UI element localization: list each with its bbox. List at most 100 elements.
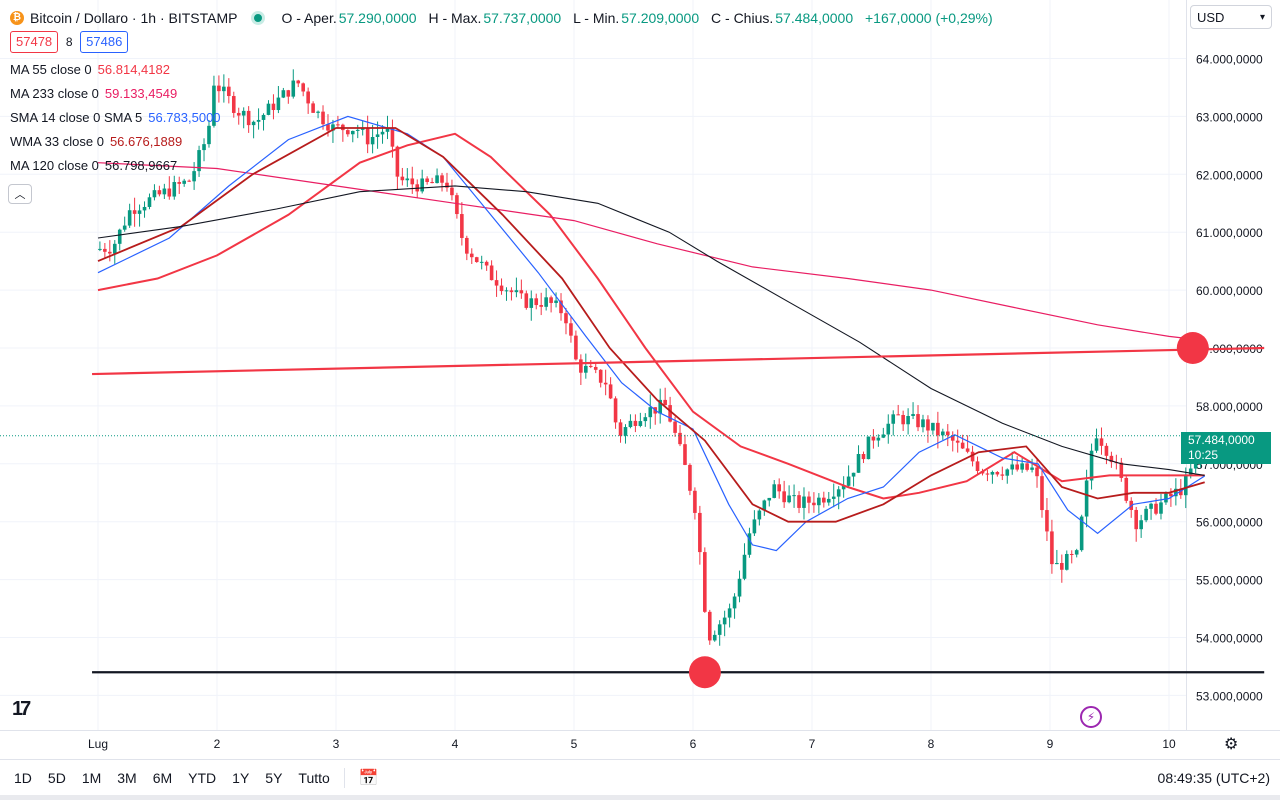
indicator-ma55[interactable]: MA 55 close 0 56.814,4182: [10, 62, 170, 77]
candle-body: [554, 300, 558, 303]
timeframe-6m[interactable]: 6M: [152, 770, 173, 786]
candle-body: [628, 420, 633, 428]
indicator-ma120[interactable]: MA 120 close 0 56.798,9667: [10, 158, 178, 173]
timeframe-3m[interactable]: 3M: [117, 770, 137, 786]
chevron-up-icon: ︿: [14, 189, 26, 201]
candle-body: [321, 111, 325, 125]
currency-select[interactable]: USD ▾: [1190, 5, 1272, 29]
candle-body: [400, 176, 405, 181]
candle-body: [1074, 550, 1079, 555]
candle-body: [132, 210, 137, 214]
y-tick-label: 60.000,0000: [1196, 284, 1263, 298]
candle-body: [955, 440, 960, 443]
candle-body: [1149, 503, 1153, 509]
flash-icon[interactable]: ⚡: [1080, 706, 1102, 728]
candle-body: [197, 150, 201, 172]
candle-body: [484, 261, 489, 266]
candle-body: [474, 257, 479, 263]
candle-body: [717, 624, 722, 635]
candle-body: [658, 399, 662, 414]
candle-body: [435, 175, 439, 184]
candle-body: [420, 178, 424, 192]
timeframe-ytd[interactable]: YTD: [188, 770, 217, 786]
candle-body: [355, 129, 360, 131]
candle-body: [777, 484, 781, 492]
candle-body: [792, 495, 796, 497]
candle-body: [564, 313, 568, 324]
timeframe-5d[interactable]: 5D: [47, 770, 66, 786]
candle-body: [559, 300, 563, 314]
candle-body: [1164, 493, 1168, 503]
candle-body: [1050, 531, 1054, 565]
candle-body: [261, 114, 266, 120]
candle-body: [162, 188, 167, 195]
candle-body: [1139, 520, 1143, 530]
y-tick-label: 56.000,0000: [1196, 516, 1263, 530]
candle-body: [445, 182, 449, 188]
candle-body: [1154, 503, 1158, 514]
candle-body: [192, 171, 196, 182]
y-tick-label: 61.000,0000: [1196, 226, 1263, 240]
candle-body: [1094, 438, 1099, 451]
candle-body: [1035, 467, 1039, 477]
candle-body: [117, 229, 122, 244]
candle-body: [782, 491, 786, 503]
candle-body: [886, 423, 891, 435]
price-chart[interactable]: 64.000,0000 63.000,0000 62.000,0000 61.000,…: [0, 0, 1280, 760]
candle-body: [569, 323, 573, 336]
candle-body: [603, 382, 608, 385]
timeframe-1d[interactable]: 1D: [14, 770, 32, 786]
candle-body: [871, 436, 876, 441]
candle-body: [1179, 488, 1183, 496]
settings-icon[interactable]: ⚙: [1224, 736, 1239, 753]
candle-body: [737, 578, 742, 597]
indicator-wma33[interactable]: WMA 33 close 0 56.676,1889: [10, 134, 183, 149]
ohlc-values: O - Aper. 57.290,0000 H - Max. 57.737,0000…: [281, 10, 993, 26]
candle-body: [673, 421, 677, 433]
candle-body: [316, 111, 320, 113]
candle-body: [182, 180, 186, 184]
clock[interactable]: 08:49:35 (UTC+2): [1157, 770, 1270, 786]
candle-body: [450, 187, 454, 196]
candle-body: [469, 253, 474, 258]
collapse-legend-button[interactable]: ︿: [8, 184, 32, 204]
candle-body: [375, 134, 380, 138]
indicator-ma233[interactable]: MA 233 close 0 59.133,4549: [10, 86, 178, 101]
tradingview-logo[interactable]: 17: [12, 698, 31, 720]
symbol-title[interactable]: Bitcoin / Dollaro · 1h · BITSTAMP: [30, 10, 238, 26]
candle-body: [529, 298, 534, 308]
candle-body: [1060, 562, 1064, 570]
calendar-icon[interactable]: 📅: [358, 770, 379, 787]
timeframe-1m[interactable]: 1M: [81, 770, 102, 786]
candle-body: [817, 497, 821, 506]
candle-body: [712, 634, 717, 641]
buy-button[interactable]: 57486: [80, 31, 129, 53]
timeframe-all[interactable]: Tutto: [298, 770, 330, 786]
candle-body: [916, 414, 920, 428]
bottom-toolbar: 1D 5D 1M 3M 6M YTD 1Y 5Y Tutto 📅 08:49:3…: [0, 759, 1280, 796]
candle-body: [608, 384, 613, 399]
candle-body: [246, 110, 251, 126]
candle-body: [479, 261, 484, 263]
candle-body: [693, 490, 697, 513]
candle-body: [1005, 469, 1010, 476]
timeframe-5y[interactable]: 5Y: [265, 770, 283, 786]
ma-line-wma33: [97, 127, 1205, 523]
candle-body: [460, 214, 464, 238]
x-tick-label: 8: [928, 737, 935, 751]
candle-body: [841, 485, 846, 490]
candle-body: [1084, 480, 1089, 517]
candle-body: [276, 97, 281, 111]
y-tick-label: 63.000,0000: [1196, 110, 1263, 124]
candle-body: [365, 127, 370, 145]
candle-body: [1055, 562, 1059, 565]
candle-body: [926, 419, 930, 431]
candle-body: [395, 146, 400, 177]
timeframe-1y[interactable]: 1Y: [232, 770, 250, 786]
candle-body: [698, 512, 702, 553]
indicator-sma14[interactable]: SMA 14 close 0 SMA 5 56.783,5000: [10, 110, 221, 125]
candle-body: [703, 552, 707, 612]
candle-body: [549, 297, 553, 303]
sell-button[interactable]: 57478: [10, 31, 59, 53]
